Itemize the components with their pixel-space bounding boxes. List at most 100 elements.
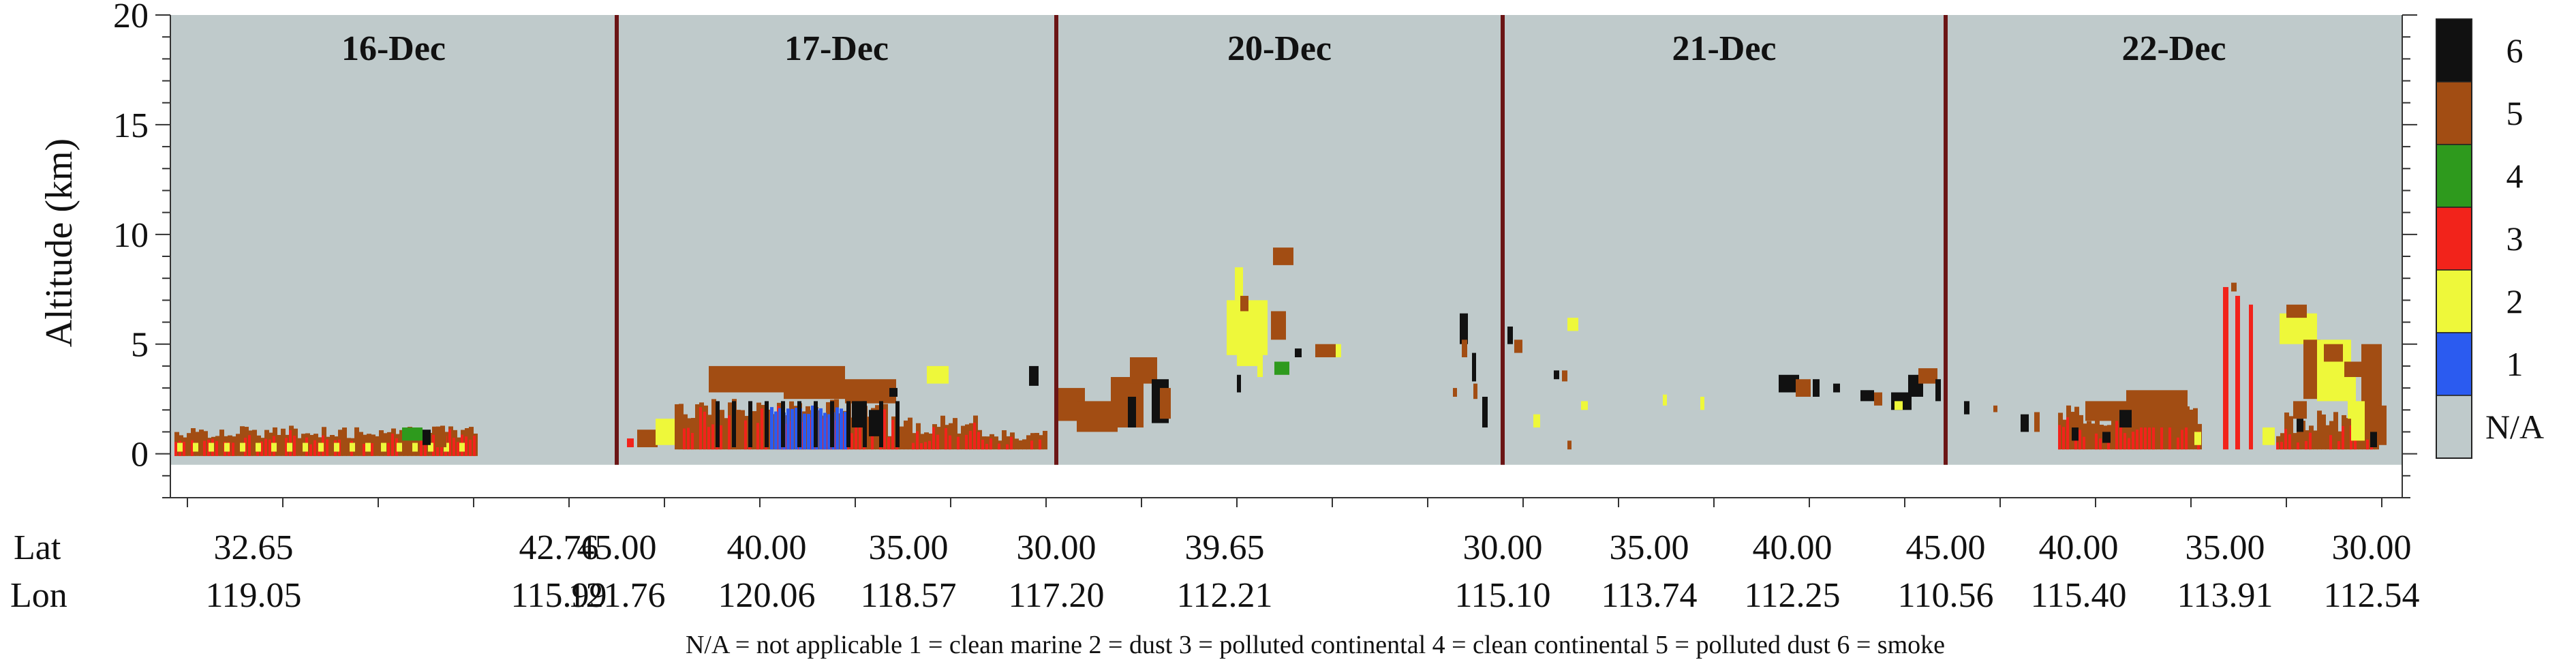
aerosol-layer-352	[1274, 361, 1289, 375]
aerosol-layer-163	[711, 399, 716, 450]
aerosol-layer-354	[1237, 374, 1241, 393]
aerosol-layer-142	[402, 427, 423, 441]
aerosol-layer-66	[330, 435, 335, 456]
aerosol-layer-499	[2280, 313, 2317, 344]
aerosol-layer-248	[916, 431, 919, 450]
aerosol-layer-375	[1796, 379, 1811, 397]
aerosol-layer-316	[835, 407, 839, 450]
aerosol-layer-355	[1315, 344, 1336, 358]
aerosol-layer-141	[459, 442, 465, 452]
aerosol-layer-440	[2177, 437, 2179, 450]
aerosol-layer-390	[2058, 425, 2061, 450]
aerosol-layer-41	[269, 439, 271, 456]
aerosol-layer-65	[326, 439, 328, 456]
aerosol-layer-481	[2329, 435, 2332, 450]
lon-tick-label: 113.91	[2177, 576, 2273, 615]
aerosol-layer-473	[2305, 440, 2307, 450]
aerosol-layer-370	[1567, 440, 1571, 450]
aerosol-layer-306	[795, 408, 798, 450]
aerosol-layer-327	[797, 401, 801, 447]
aerosol-layer-475	[2309, 432, 2312, 450]
aerosol-layer-301	[774, 411, 778, 450]
aerosol-layer-439	[2177, 421, 2181, 450]
aerosol-layer-292	[1022, 439, 1027, 450]
aerosol-layer-394	[2066, 417, 2069, 450]
aerosol-layer-437	[2168, 418, 2171, 450]
aerosol-layer-290	[1014, 438, 1019, 450]
aerosol-layer-471	[2301, 421, 2305, 450]
lat-tick-label: 35.00	[2186, 528, 2265, 567]
aerosol-layer-250	[920, 442, 923, 450]
aerosol-layer-138	[412, 442, 418, 452]
aerosol-layer-125	[209, 442, 214, 452]
aerosol-layer-487	[2346, 418, 2350, 450]
aerosol-layer-476	[2313, 430, 2318, 450]
aerosol-layer-483	[2337, 431, 2342, 450]
aerosol-layer-284	[998, 443, 1000, 450]
aerosol-layer-345	[1160, 388, 1171, 419]
aerosol-layer-133	[334, 442, 339, 452]
aerosol-layer-371	[1581, 401, 1588, 410]
aerosol-layer-423	[2136, 430, 2138, 450]
aerosol-layer-223	[855, 425, 857, 450]
legend-swatch-3	[2436, 207, 2472, 271]
aerosol-layer-153	[687, 427, 690, 450]
aerosol-layer-385	[1964, 401, 1969, 415]
aerosol-layer-323	[732, 401, 736, 447]
aerosol-layer-59	[313, 440, 316, 456]
aerosol-layer-155	[691, 432, 694, 450]
coordinate-labels: Lat Lon 32.65 119.05 42.76 115.99 45.00 121.76 4…	[10, 528, 2420, 615]
aerosol-layer-309	[807, 414, 810, 450]
aerosol-layer-456	[2235, 295, 2240, 450]
aerosol-layer-382	[1918, 368, 1937, 384]
aerosol-layer-147	[656, 419, 676, 445]
aerosol-layer-486	[2342, 425, 2344, 450]
aerosol-layer-252	[924, 442, 927, 450]
aerosol-layer-243	[904, 420, 908, 450]
aerosol-layer-445	[2189, 409, 2194, 450]
aerosol-layer-329	[830, 401, 834, 447]
aerosol-layer-52	[297, 438, 302, 456]
legend-label-4: 4	[2506, 157, 2524, 195]
aerosol-layer-76	[358, 432, 363, 456]
aerosol-layer-242	[900, 426, 904, 450]
aerosol-layer-136	[381, 442, 386, 452]
aerosol-layer-509	[2297, 419, 2303, 432]
lon-tick-label: 113.74	[1601, 576, 1697, 615]
aerosol-layer-467	[2288, 434, 2291, 450]
aerosol-layer-367	[1567, 318, 1578, 331]
aerosol-layer-143	[423, 430, 431, 445]
legend-label-1: 1	[2506, 345, 2524, 383]
aerosol-layer-124	[193, 442, 198, 452]
lon-tick-label: 115.40	[2030, 576, 2126, 615]
lat-tick-label: 30.00	[1463, 528, 1543, 567]
legend-label-3: 3	[2506, 220, 2524, 258]
aerosol-layer-173	[736, 410, 741, 450]
aerosol-layer-406	[2099, 424, 2104, 450]
legend-swatch-4	[2436, 144, 2472, 208]
aerosol-layer-363	[1453, 388, 1457, 397]
aerosol-layer-149	[679, 404, 684, 450]
aerosol-layer-421	[2132, 432, 2134, 450]
aerosol-layer-407	[2099, 438, 2102, 450]
aerosol-layer-282	[994, 436, 998, 450]
panel-separators	[615, 15, 1948, 465]
lon-tick-label: 115.99	[510, 576, 607, 615]
aerosol-layer-308	[803, 413, 806, 450]
aerosol-layer-310	[811, 405, 814, 450]
aerosol-layer-386	[1993, 405, 1997, 412]
aerosol-layer-144	[436, 432, 446, 447]
aerosol-layer-71	[342, 427, 347, 456]
legend-frame	[2436, 18, 2472, 459]
aerosol-layer-336	[889, 388, 898, 397]
aerosol-layer-279	[985, 443, 988, 450]
aerosol-layer-176	[744, 420, 747, 450]
aerosol-layer-373	[1700, 396, 1704, 410]
aerosol-layer-477	[2317, 410, 2322, 450]
aerosol-layer-378	[1860, 390, 1874, 402]
aerosol-layer-267	[961, 425, 966, 450]
aerosol-layer-478	[2321, 414, 2326, 450]
footnote: N/A = not applicable 1 = clean marine 2 …	[686, 631, 1945, 659]
aerosol-layer-361	[1473, 383, 1477, 400]
